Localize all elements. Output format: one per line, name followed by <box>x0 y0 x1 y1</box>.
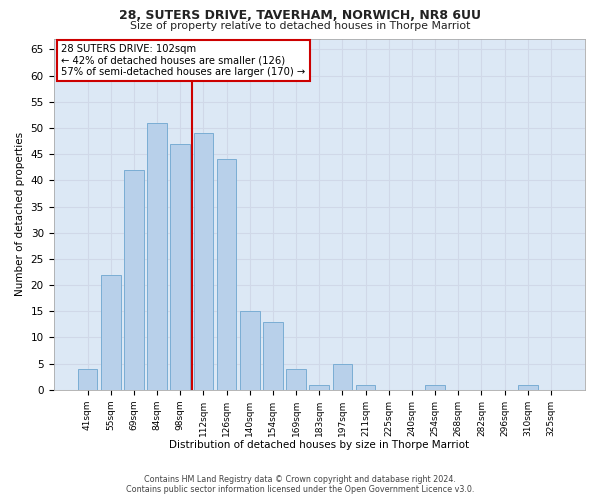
X-axis label: Distribution of detached houses by size in Thorpe Marriot: Distribution of detached houses by size … <box>169 440 469 450</box>
Bar <box>425 384 445 390</box>
Bar <box>194 133 213 390</box>
Text: Contains HM Land Registry data © Crown copyright and database right 2024.
Contai: Contains HM Land Registry data © Crown c… <box>126 474 474 494</box>
Bar <box>124 170 144 390</box>
Bar <box>170 144 190 390</box>
Bar <box>147 123 167 390</box>
Text: 28 SUTERS DRIVE: 102sqm
← 42% of detached houses are smaller (126)
57% of semi-d: 28 SUTERS DRIVE: 102sqm ← 42% of detache… <box>61 44 306 78</box>
Bar <box>310 384 329 390</box>
Bar <box>356 384 376 390</box>
Bar <box>101 274 121 390</box>
Bar <box>240 311 260 390</box>
Text: Size of property relative to detached houses in Thorpe Marriot: Size of property relative to detached ho… <box>130 21 470 31</box>
Bar <box>286 369 306 390</box>
Bar <box>518 384 538 390</box>
Bar <box>217 160 236 390</box>
Bar <box>77 369 97 390</box>
Bar <box>263 322 283 390</box>
Y-axis label: Number of detached properties: Number of detached properties <box>15 132 25 296</box>
Bar <box>332 364 352 390</box>
Text: 28, SUTERS DRIVE, TAVERHAM, NORWICH, NR8 6UU: 28, SUTERS DRIVE, TAVERHAM, NORWICH, NR8… <box>119 9 481 22</box>
